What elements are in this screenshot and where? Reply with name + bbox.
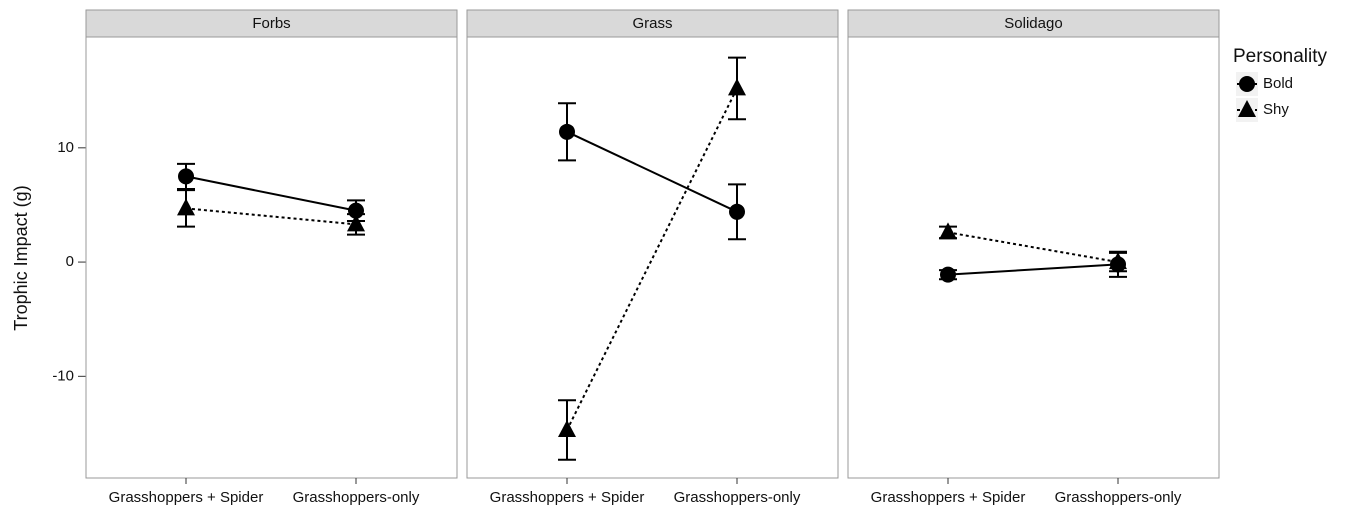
legend-label: Bold — [1263, 75, 1293, 92]
y-tick-label: -10 — [52, 367, 74, 384]
series-line — [566, 130, 738, 213]
series-line — [185, 207, 357, 226]
legend-marker — [1239, 76, 1255, 92]
panel — [85, 36, 458, 479]
series-line — [185, 175, 357, 212]
point — [178, 168, 194, 185]
point — [558, 420, 576, 438]
y-tick-label: 0 — [66, 253, 74, 270]
point — [940, 266, 956, 283]
y-tick-label: 10 — [57, 139, 74, 156]
legend-label: Shy — [1263, 101, 1289, 118]
x-tick-label: Grasshoppers-only — [674, 489, 801, 506]
point — [347, 214, 365, 232]
x-tick-label: Grasshoppers + Spider — [109, 489, 264, 506]
point — [1109, 252, 1127, 270]
panel-title: Grass — [632, 15, 672, 32]
x-tick-label: Grasshoppers + Spider — [490, 489, 645, 506]
strip — [85, 9, 458, 38]
series-line — [947, 263, 1119, 276]
x-tick-label: Grasshoppers-only — [1055, 489, 1182, 506]
panel-title: Solidago — [1004, 15, 1062, 32]
y-axis-label: Trophic Impact (g) — [11, 185, 31, 330]
series-line — [947, 231, 1119, 264]
point — [729, 203, 745, 220]
legend-marker — [1238, 100, 1256, 117]
panel-title: Forbs — [252, 15, 290, 32]
x-tick-label: Grasshoppers-only — [293, 489, 420, 506]
point — [559, 123, 575, 140]
point — [177, 198, 195, 216]
point — [939, 222, 957, 240]
x-tick-label: Grasshoppers + Spider — [871, 489, 1026, 506]
legend-title: Personality — [1233, 46, 1327, 67]
panel — [847, 36, 1220, 479]
point — [728, 78, 746, 96]
